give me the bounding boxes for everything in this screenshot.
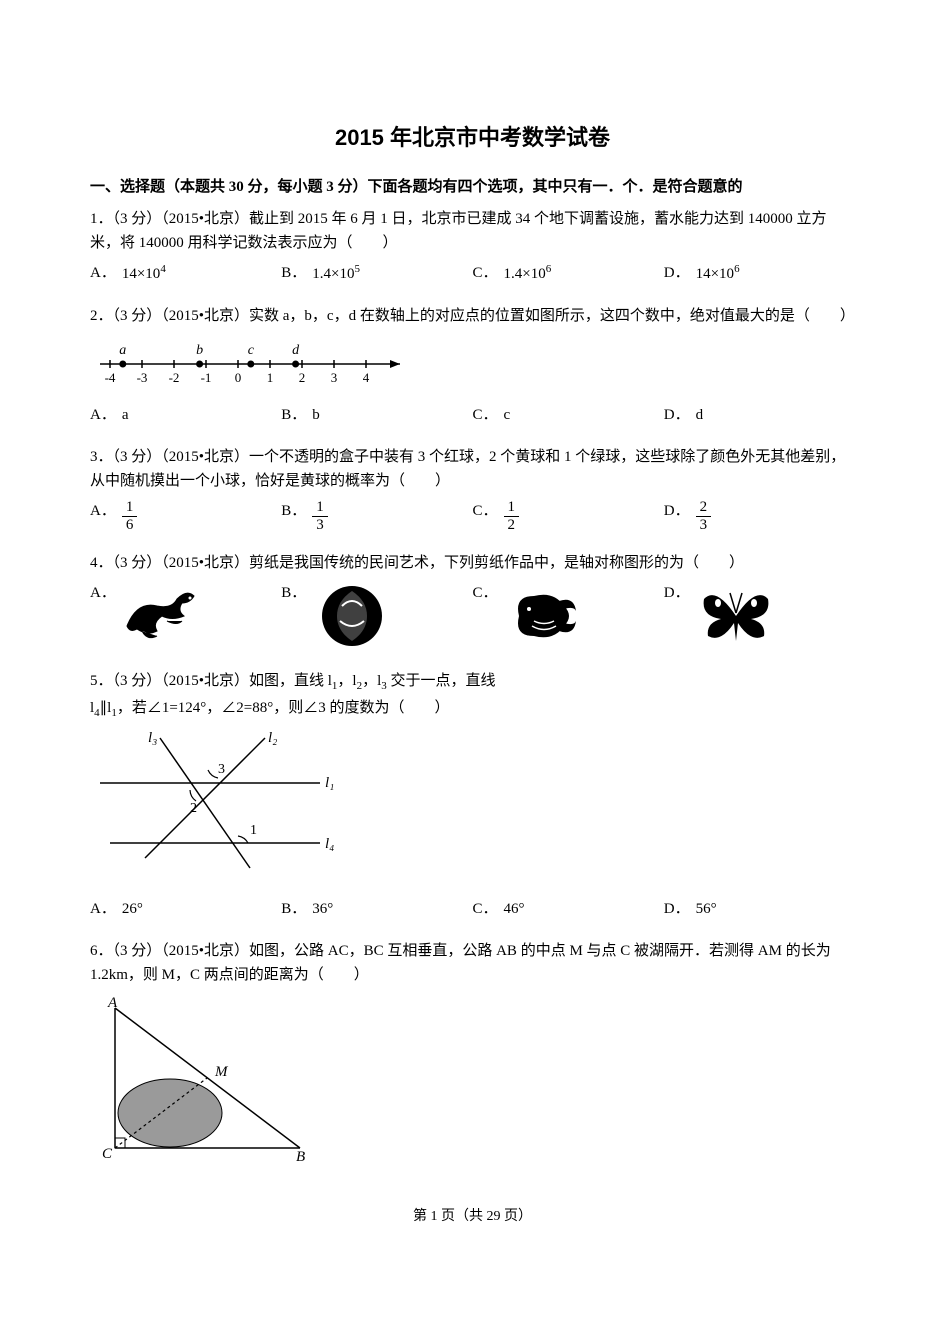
q4-opt-a: A． bbox=[90, 581, 281, 651]
q3-options: A． 16 B． 13 C． 12 D． 23 bbox=[90, 499, 855, 533]
question-4: 4．（3 分）（2015•北京）剪纸是我国传统的民间艺术，下列剪纸作品中，是轴对… bbox=[90, 551, 855, 651]
q2-text: 2．（3 分）（2015•北京）实数 a，b，c，d 在数轴上的对应点的位置如图… bbox=[90, 304, 855, 328]
svg-text:M: M bbox=[214, 1064, 229, 1080]
svg-text:1: 1 bbox=[267, 370, 274, 385]
question-3: 3．（3 分）（2015•北京）一个不透明的盒子中装有 3 个红球，2 个黄球和… bbox=[90, 445, 855, 533]
q1-c-val: 1.4×106 bbox=[504, 261, 552, 286]
q3-opt-a: A． 16 bbox=[90, 499, 281, 533]
section-heading: 一、选择题（本题共 30 分，每小题 3 分）下面各题均有四个选项，其中只有一．… bbox=[90, 175, 855, 199]
q4-options: A． B． C． D． bbox=[90, 581, 855, 651]
question-2: 2．（3 分）（2015•北京）实数 a，b，c，d 在数轴上的对应点的位置如图… bbox=[90, 304, 855, 427]
papercut-butterfly-icon bbox=[696, 581, 776, 651]
svg-text:3: 3 bbox=[218, 762, 225, 777]
svg-text:0: 0 bbox=[235, 370, 242, 385]
q1-a-val: 14×104 bbox=[122, 261, 166, 286]
q2-opt-a: A．a bbox=[90, 403, 281, 427]
q1-opt-a: A． 14×104 bbox=[90, 261, 281, 286]
q1-opt-d: D． 14×106 bbox=[664, 261, 855, 286]
svg-text:-3: -3 bbox=[137, 370, 148, 385]
q2-numberline: -4 -3 -2 -1 0 1 2 3 4 a b c d bbox=[90, 334, 855, 397]
svg-text:l₁: l₁ bbox=[325, 775, 334, 791]
svg-text:-1: -1 bbox=[201, 370, 212, 385]
papercut-dragon-icon bbox=[122, 581, 202, 651]
svg-text:l₃: l₃ bbox=[148, 730, 157, 746]
q1-b-val: 1.4×105 bbox=[312, 261, 360, 286]
q6-figure: A B C M bbox=[90, 993, 855, 1176]
papercut-circle-icon bbox=[312, 581, 392, 651]
opt-label: B． bbox=[281, 261, 306, 285]
svg-text:d: d bbox=[292, 343, 300, 358]
q3-text: 3．（3 分）（2015•北京）一个不透明的盒子中装有 3 个红球，2 个黄球和… bbox=[90, 445, 855, 493]
q2-options: A．a B．b C．c D．d bbox=[90, 403, 855, 427]
svg-text:c: c bbox=[248, 343, 255, 358]
svg-text:-2: -2 bbox=[169, 370, 180, 385]
svg-text:l₂: l₂ bbox=[268, 730, 277, 746]
q5-opt-d: D．56° bbox=[664, 897, 855, 921]
page-footer: 第 1 页（共 29 页） bbox=[90, 1206, 855, 1228]
svg-text:A: A bbox=[107, 995, 118, 1011]
question-1: 1．（3 分）（2015•北京）截止到 2015 年 6 月 1 日，北京市已建… bbox=[90, 207, 855, 286]
question-6: 6．（3 分）（2015•北京）如图，公路 AC，BC 互相垂直，公路 AB 的… bbox=[90, 939, 855, 1176]
svg-text:l₄: l₄ bbox=[325, 836, 334, 852]
svg-text:2: 2 bbox=[190, 801, 197, 816]
question-5: 5．（3 分）（2015•北京）如图，直线 l1，l2，l3 交于一点，直线 l… bbox=[90, 669, 855, 921]
q3-opt-b: B． 13 bbox=[281, 499, 472, 533]
fraction: 23 bbox=[696, 499, 712, 533]
q2-opt-d: D．d bbox=[664, 403, 855, 427]
fraction: 16 bbox=[122, 499, 138, 533]
q1-text: 1．（3 分）（2015•北京）截止到 2015 年 6 月 1 日，北京市已建… bbox=[90, 207, 855, 255]
page-title: 2015 年北京市中考数学试卷 bbox=[90, 120, 855, 155]
q1-options: A． 14×104 B． 1.4×105 C． 1.4×106 D． 14×10… bbox=[90, 261, 855, 286]
q5-opt-b: B．36° bbox=[281, 897, 472, 921]
q4-opt-c: C． bbox=[473, 581, 664, 651]
fraction: 12 bbox=[504, 499, 520, 533]
svg-text:1: 1 bbox=[250, 823, 257, 838]
svg-text:B: B bbox=[296, 1149, 305, 1165]
q1-opt-b: B． 1.4×105 bbox=[281, 261, 472, 286]
opt-label: D． bbox=[664, 261, 690, 285]
opt-label: C． bbox=[473, 261, 498, 285]
q6-text: 6．（3 分）（2015•北京）如图，公路 AC，BC 互相垂直，公路 AB 的… bbox=[90, 939, 855, 987]
svg-text:b: b bbox=[196, 343, 203, 358]
q4-text: 4．（3 分）（2015•北京）剪纸是我国传统的民间艺术，下列剪纸作品中，是轴对… bbox=[90, 551, 855, 575]
svg-text:2: 2 bbox=[299, 370, 306, 385]
fraction: 13 bbox=[312, 499, 328, 533]
svg-text:-4: -4 bbox=[105, 370, 116, 385]
q4-opt-b: B． bbox=[281, 581, 472, 651]
svg-text:3: 3 bbox=[331, 370, 338, 385]
q1-opt-c: C． 1.4×106 bbox=[473, 261, 664, 286]
opt-label: A． bbox=[90, 261, 116, 285]
papercut-fish-icon bbox=[504, 581, 584, 651]
q5-opt-c: C．46° bbox=[473, 897, 664, 921]
svg-text:4: 4 bbox=[363, 370, 370, 385]
q3-opt-d: D． 23 bbox=[664, 499, 855, 533]
q4-opt-d: D． bbox=[664, 581, 855, 651]
q5-opt-a: A．26° bbox=[90, 897, 281, 921]
q3-opt-c: C． 12 bbox=[473, 499, 664, 533]
q5-options: A．26° B．36° C．46° D．56° bbox=[90, 897, 855, 921]
svg-text:a: a bbox=[119, 343, 126, 358]
q5-figure: l₁ l₂ l₃ l₄ 1 2 3 bbox=[90, 728, 855, 891]
q2-opt-b: B．b bbox=[281, 403, 472, 427]
q2-opt-c: C．c bbox=[473, 403, 664, 427]
q5-text: 5．（3 分）（2015•北京）如图，直线 l1，l2，l3 交于一点，直线 l… bbox=[90, 669, 855, 722]
q1-d-val: 14×106 bbox=[696, 261, 740, 286]
svg-text:C: C bbox=[102, 1146, 113, 1162]
